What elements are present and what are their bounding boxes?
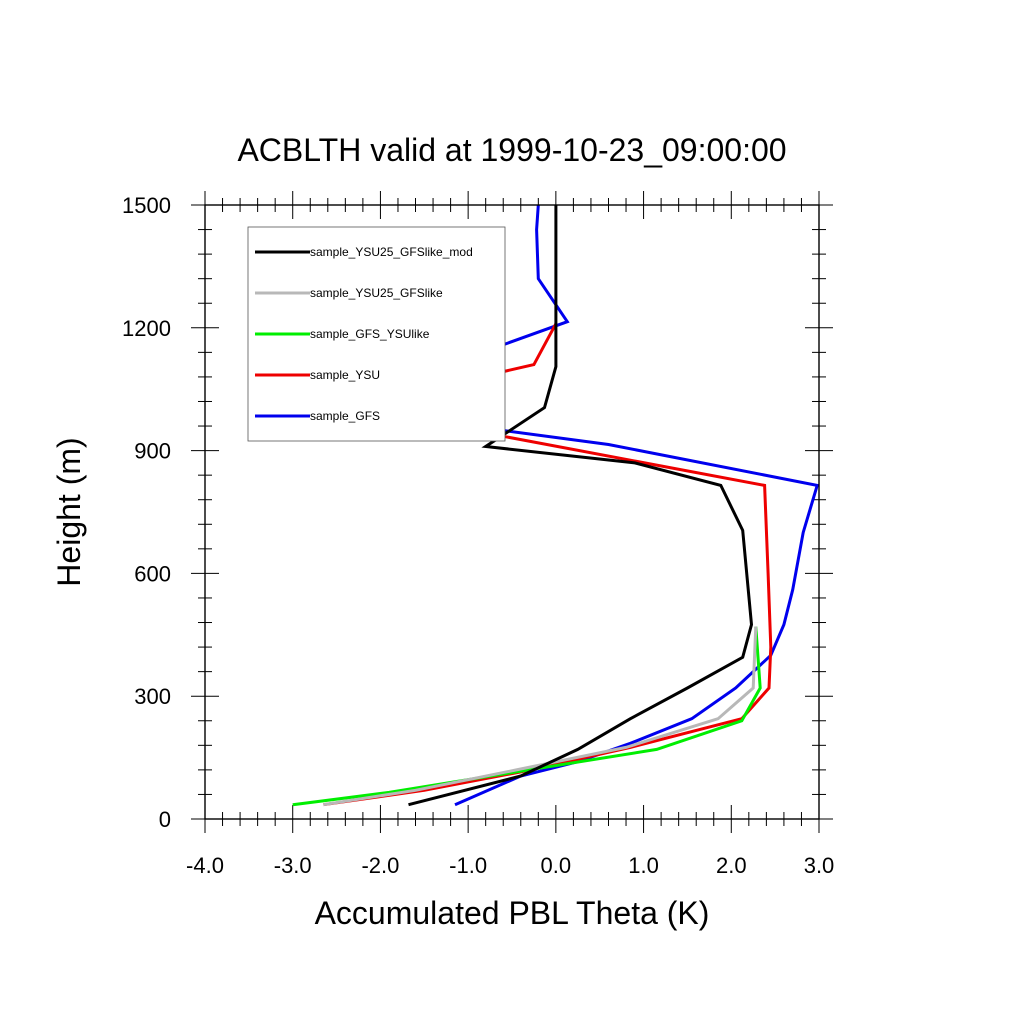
x-tick-label: 2.0 — [716, 853, 747, 878]
x-tick-label: 3.0 — [804, 853, 835, 878]
legend-label: sample_GFS_YSUlike — [310, 327, 430, 341]
series-lines — [292, 204, 820, 807]
y-tick-labels: 0 300 600 900 1200 1500 — [122, 193, 171, 832]
legend-label: sample_YSU25_GFSlike_mod — [310, 245, 473, 259]
y-tick-label: 0 — [159, 807, 171, 832]
legend-label: sample_YSU25_GFSlike — [310, 286, 443, 300]
chart-title: ACBLTH valid at 1999-10-23_09:00:00 — [237, 132, 786, 168]
legend: sample_YSU25_GFSlike_mod sample_YSU25_GFS… — [247, 226, 506, 442]
x-tick-labels: -4.0 -3.0 -2.0 -1.0 0.0 1.0 2.0 3.0 — [186, 853, 834, 878]
y-tick-label: 300 — [134, 684, 171, 709]
series-line-sample_YSU25_GFSlike_mod — [408, 205, 754, 807]
series-line-sample_YSU25_GFSlike — [323, 626, 758, 807]
x-tick-label: -1.0 — [449, 853, 487, 878]
plot-frame — [204, 204, 820, 820]
x-tick-label: -2.0 — [361, 853, 399, 878]
y-tick-label: 900 — [134, 439, 171, 464]
x-axis-label: Accumulated PBL Theta (K) — [315, 895, 710, 931]
series-line-sample_GFS — [318, 204, 820, 807]
x-tick-label: 0.0 — [541, 853, 572, 878]
legend-label: sample_GFS — [310, 409, 380, 423]
x-tick-label: -4.0 — [186, 853, 224, 878]
series-line-sample_GFS_YSUlike — [292, 626, 762, 807]
y-tick-label: 1500 — [122, 193, 171, 218]
x-tick-label: 1.0 — [628, 853, 659, 878]
y-axis-label: Height (m) — [51, 437, 87, 586]
y-tick-label: 1200 — [122, 316, 171, 341]
legend-label: sample_YSU — [310, 368, 380, 382]
y-tick-label: 600 — [134, 561, 171, 586]
x-tick-label: -3.0 — [274, 853, 312, 878]
